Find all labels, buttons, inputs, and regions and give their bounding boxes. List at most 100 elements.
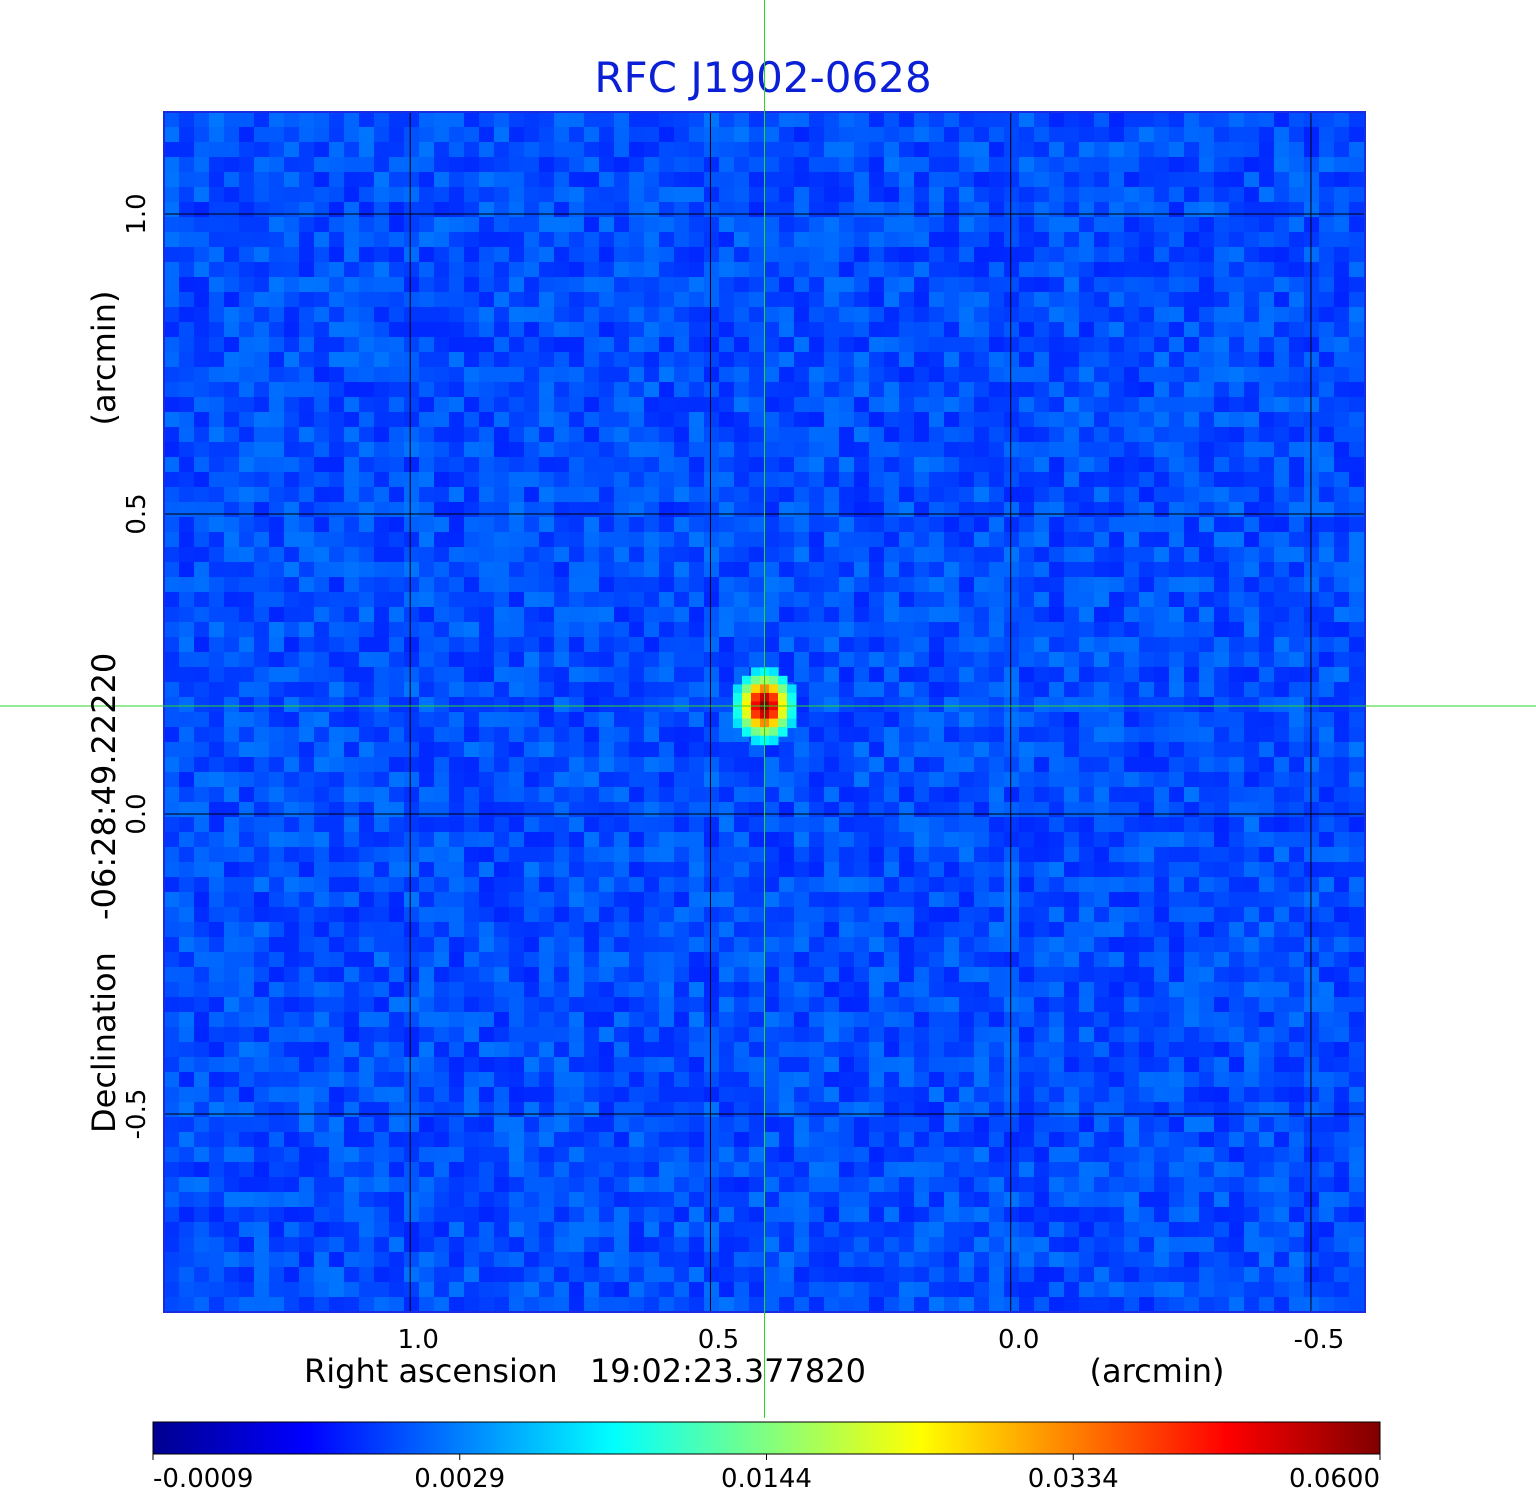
noise-cell: [824, 727, 839, 742]
noise-cell: [1259, 487, 1274, 502]
noise-cell: [794, 442, 809, 457]
noise-cell: [1349, 877, 1364, 892]
noise-cell: [1199, 442, 1214, 457]
noise-cell: [824, 697, 839, 712]
noise-cell: [839, 202, 854, 217]
noise-cell: [389, 742, 404, 757]
noise-cell: [1304, 217, 1319, 232]
noise-cell: [749, 907, 764, 922]
noise-cell: [1199, 112, 1214, 127]
noise-cell: [854, 967, 869, 982]
noise-cell: [884, 412, 899, 427]
noise-cell: [464, 967, 479, 982]
noise-cell: [599, 757, 614, 772]
noise-cell: [449, 577, 464, 592]
noise-cell: [434, 832, 449, 847]
noise-cell: [839, 217, 854, 232]
noise-cell: [1184, 412, 1199, 427]
noise-cell: [824, 382, 839, 397]
noise-cell: [689, 382, 704, 397]
noise-cell: [959, 682, 974, 697]
noise-cell: [839, 922, 854, 937]
chart-title: RFC J1902-0628: [594, 53, 931, 102]
noise-cell: [854, 532, 869, 547]
noise-cell: [1274, 277, 1289, 292]
noise-cell: [1019, 892, 1034, 907]
noise-cell: [1229, 517, 1244, 532]
noise-cell: [959, 727, 974, 742]
noise-cell: [569, 397, 584, 412]
noise-cell: [389, 607, 404, 622]
noise-cell: [314, 847, 329, 862]
noise-cell: [839, 832, 854, 847]
noise-cell: [299, 967, 314, 982]
noise-cell: [419, 532, 434, 547]
noise-cell: [554, 712, 569, 727]
noise-cell: [509, 472, 524, 487]
noise-cell: [764, 772, 779, 787]
noise-cell: [269, 742, 284, 757]
noise-cell: [914, 457, 929, 472]
noise-cell: [164, 787, 179, 802]
noise-cell: [1184, 592, 1199, 607]
noise-cell: [719, 607, 734, 622]
noise-cell: [254, 1012, 269, 1027]
noise-cell: [884, 967, 899, 982]
noise-cell: [1229, 922, 1244, 937]
noise-cell: [584, 997, 599, 1012]
noise-cell: [374, 112, 389, 127]
noise-cell: [1124, 877, 1139, 892]
noise-cell: [959, 142, 974, 157]
noise-cell: [1274, 367, 1289, 382]
noise-cell: [299, 607, 314, 622]
noise-cell: [884, 1027, 899, 1042]
noise-cell: [1019, 802, 1034, 817]
noise-cell: [749, 202, 764, 217]
noise-cell: [1124, 262, 1139, 277]
noise-cell: [779, 832, 794, 847]
noise-cell: [479, 517, 494, 532]
noise-cell: [464, 112, 479, 127]
noise-cell: [869, 157, 884, 172]
noise-cell: [1274, 562, 1289, 577]
noise-cell: [584, 487, 599, 502]
noise-cell: [659, 217, 674, 232]
noise-cell: [1169, 247, 1184, 262]
noise-cell: [1214, 667, 1229, 682]
noise-cell: [584, 157, 599, 172]
noise-cell: [1259, 427, 1274, 442]
noise-cell: [389, 262, 404, 277]
noise-cell: [374, 502, 389, 517]
noise-cell: [929, 262, 944, 277]
noise-cell: [839, 457, 854, 472]
noise-cell: [299, 412, 314, 427]
noise-cell: [194, 832, 209, 847]
noise-cell: [734, 112, 749, 127]
noise-cell: [1364, 262, 1365, 277]
noise-cell: [1274, 487, 1289, 502]
noise-cell: [1244, 112, 1259, 127]
noise-cell: [1019, 847, 1034, 862]
noise-cell: [164, 487, 179, 502]
noise-cell: [479, 637, 494, 652]
noise-cell: [764, 172, 779, 187]
noise-cell: [209, 997, 224, 1012]
noise-cell: [689, 712, 704, 727]
noise-cell: [944, 352, 959, 367]
noise-cell: [584, 697, 599, 712]
noise-cell: [839, 847, 854, 862]
noise-cell: [449, 412, 464, 427]
noise-cell: [464, 157, 479, 172]
noise-cell: [1004, 922, 1019, 937]
noise-cell: [464, 697, 479, 712]
noise-cell: [1289, 1012, 1304, 1027]
noise-cell: [1274, 232, 1289, 247]
noise-cell: [1004, 487, 1019, 502]
noise-cell: [194, 847, 209, 862]
noise-cell: [749, 472, 764, 487]
noise-cell: [1034, 487, 1049, 502]
noise-cell: [329, 127, 344, 142]
noise-cell: [389, 487, 404, 502]
noise-cell: [884, 682, 899, 697]
noise-cell: [929, 637, 944, 652]
